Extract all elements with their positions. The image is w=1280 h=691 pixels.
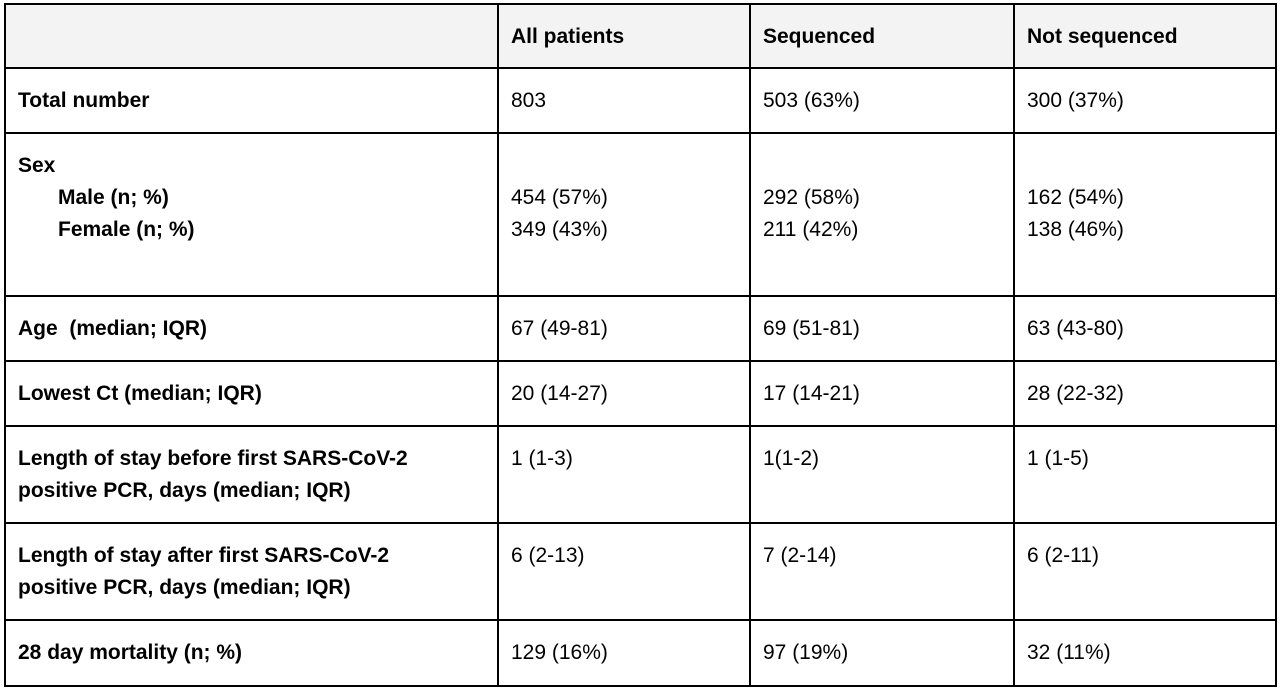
cell-ct-all: 20 (14-27) <box>497 360 751 427</box>
los-before-label-line2: positive PCR, days (median; IQR) <box>18 479 351 502</box>
table-row: Length of stay before first SARS-CoV-2 p… <box>4 425 1277 524</box>
cell-los-before-all: 1 (1-3) <box>497 425 751 524</box>
row-label-lowest-ct: Lowest Ct (median; IQR) <box>4 360 499 427</box>
table-row: Sex Male (n; %) Female (n; %) 454 (57%) … <box>4 132 1277 297</box>
row-label-mortality: 28 day mortality (n; %) <box>4 619 499 687</box>
cell-age-not-sequenced: 63 (43-80) <box>1013 295 1277 362</box>
los-after-label-line1: Length of stay after first SARS-CoV-2 <box>18 544 390 567</box>
cell-los-after-all: 6 (2-13) <box>497 522 751 621</box>
sequenced-male-value: 292 (58%) <box>763 186 860 209</box>
table-row: Age (median; IQR) 67 (49-81) 69 (51-81) … <box>4 295 1277 362</box>
cell-total-all: 803 <box>497 67 751 134</box>
cell-los-before-sequenced: 1(1-2) <box>749 425 1015 524</box>
cell-los-before-not-sequenced: 1 (1-5) <box>1013 425 1277 524</box>
cell-ct-not-sequenced: 28 (22-32) <box>1013 360 1277 427</box>
header-sequenced: Sequenced <box>749 3 1015 69</box>
male-label: Male (n; %) <box>58 186 169 209</box>
cell-mortality-all: 129 (16%) <box>497 619 751 687</box>
table-row: Total number 803 503 (63%) 300 (37%) <box>4 67 1277 134</box>
female-label: Female (n; %) <box>58 218 195 241</box>
sex-label: Sex <box>18 154 56 177</box>
row-label-total: Total number <box>4 67 499 134</box>
table-row: 28 day mortality (n; %) 129 (16%) 97 (19… <box>4 619 1277 687</box>
not-sequenced-male-value: 162 (54%) <box>1027 186 1124 209</box>
row-label-los-after: Length of stay after first SARS-CoV-2 po… <box>4 522 499 621</box>
los-after-label-line2: positive PCR, days (median; IQR) <box>18 576 351 599</box>
row-label-age: Age (median; IQR) <box>4 295 499 362</box>
cell-mortality-not-sequenced: 32 (11%) <box>1013 619 1277 687</box>
cell-sex-not-sequenced: 162 (54%) 138 (46%) <box>1013 132 1277 297</box>
cell-los-after-sequenced: 7 (2-14) <box>749 522 1015 621</box>
cell-ct-sequenced: 17 (14-21) <box>749 360 1015 427</box>
cell-mortality-sequenced: 97 (19%) <box>749 619 1015 687</box>
los-before-label-line1: Length of stay before first SARS-CoV-2 <box>18 447 408 470</box>
all-male-value: 454 (57%) <box>511 186 608 209</box>
cell-age-sequenced: 69 (51-81) <box>749 295 1015 362</box>
header-empty-cell <box>4 3 499 69</box>
row-label-sex: Sex Male (n; %) Female (n; %) <box>4 132 499 297</box>
cell-sex-sequenced: 292 (58%) 211 (42%) <box>749 132 1015 297</box>
cell-total-sequenced: 503 (63%) <box>749 67 1015 134</box>
cell-sex-all: 454 (57%) 349 (43%) <box>497 132 751 297</box>
header-all-patients: All patients <box>497 3 751 69</box>
cell-total-not-sequenced: 300 (37%) <box>1013 67 1277 134</box>
all-female-value: 349 (43%) <box>511 218 608 241</box>
patient-characteristics-table: All patients Sequenced Not sequenced Tot… <box>4 3 1277 687</box>
not-sequenced-female-value: 138 (46%) <box>1027 218 1124 241</box>
header-not-sequenced: Not sequenced <box>1013 3 1277 69</box>
table-header-row: All patients Sequenced Not sequenced <box>4 3 1277 69</box>
sequenced-female-value: 211 (42%) <box>763 218 859 241</box>
table-row: Length of stay after first SARS-CoV-2 po… <box>4 522 1277 621</box>
row-label-los-before: Length of stay before first SARS-CoV-2 p… <box>4 425 499 524</box>
cell-age-all: 67 (49-81) <box>497 295 751 362</box>
table-row: Lowest Ct (median; IQR) 20 (14-27) 17 (1… <box>4 360 1277 427</box>
cell-los-after-not-sequenced: 6 (2-11) <box>1013 522 1277 621</box>
